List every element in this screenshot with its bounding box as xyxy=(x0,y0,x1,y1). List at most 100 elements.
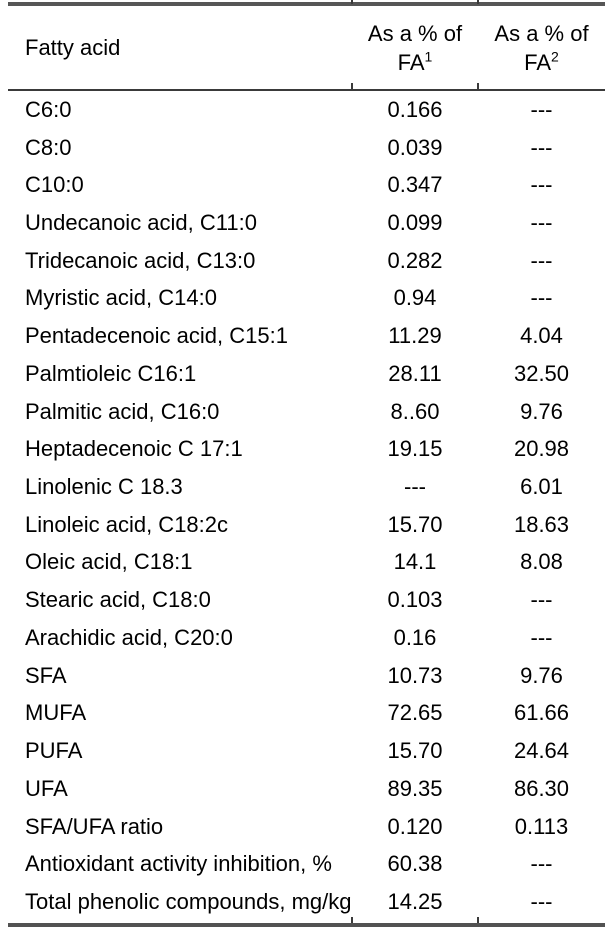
fa2-percent-cell: 8.08 xyxy=(520,549,563,575)
fatty-acid-name-cell: Tridecanoic acid, C13:0 xyxy=(25,247,256,273)
fa2-percent-cell: 20.98 xyxy=(513,436,570,462)
fa2-percent-cell: --- xyxy=(530,172,553,198)
table-row: SFA 10.73 9.76 xyxy=(8,657,605,695)
fa1-percent-cell: 0.282 xyxy=(387,247,443,273)
table-row: MUFA 72.65 61.66 xyxy=(8,695,605,733)
fa2-percent-cell: --- xyxy=(530,96,553,122)
table-row: Antioxidant activity inhibition, % 60.38 -… xyxy=(8,845,605,883)
fa1-percent-cell: 11.29 xyxy=(388,323,442,349)
column-tick xyxy=(351,83,353,89)
table-top-rule xyxy=(8,2,605,6)
fatty-acid-name-cell: Total phenolic compounds, mg/kg xyxy=(25,888,352,914)
table-bottom-rule xyxy=(8,923,605,927)
fa1-percent-cell: 0.099 xyxy=(387,210,443,236)
fa2-percent-cell: 18.63 xyxy=(513,511,570,537)
table-row: SFA/UFA ratio 0.120 0.113 xyxy=(8,808,605,846)
table-row: Stearic acid, C18:0 0.103 --- xyxy=(8,581,605,619)
fatty-acid-table: Fatty acid As a % of FA1 As a % of FA2 C… xyxy=(8,6,605,921)
table-row: Oleic acid, C18:1 14.1 8.08 xyxy=(8,544,605,582)
fa1-percent-cell: 19.15 xyxy=(387,436,443,462)
fa2-percent-cell: 32.50 xyxy=(513,360,570,386)
fa1-percent-cell: 8..60 xyxy=(390,398,440,424)
fatty-acid-name-cell: PUFA xyxy=(25,738,83,764)
table-header-row: Fatty acid As a % of FA1 As a % of FA2 xyxy=(8,6,605,89)
fatty-acid-name-cell: C6:0 xyxy=(25,96,72,122)
fatty-acid-name-cell: Oleic acid, C18:1 xyxy=(25,549,193,575)
table-row: Palmtioleic C16:1 28.11 32.50 xyxy=(8,355,605,393)
fa1-percent-cell: 0.166 xyxy=(387,96,443,122)
table-row: C10:0 0.347 --- xyxy=(8,166,605,204)
table-row: Tridecanoic acid, C13:0 0.282 --- xyxy=(8,242,605,280)
fa2-percent-cell: 24.64 xyxy=(513,738,570,764)
table-row: Arachidic acid, C20:0 0.16 --- xyxy=(8,619,605,657)
table-row: C6:0 0.166 --- xyxy=(8,91,605,129)
table-body: C6:0 0.166 --- C8:0 0.039 --- C10:0 0.347 --- Und… xyxy=(8,91,605,921)
fatty-acid-name-cell: Myristic acid, C14:0 xyxy=(25,285,217,311)
fa2-percent-cell: 86.30 xyxy=(513,775,570,801)
header-fa2-percent: As a % of FA2 xyxy=(478,19,605,77)
fatty-acid-name-cell: Linoleic acid, C18:2c xyxy=(25,511,229,537)
fa2-percent-cell: --- xyxy=(530,851,553,877)
fa1-percent-cell: 15.70 xyxy=(387,511,443,537)
fatty-acid-name-cell: Heptadecenoic C 17:1 xyxy=(25,436,243,462)
header-fa1-percent: As a % of FA1 xyxy=(352,19,478,77)
table-row: UFA 89.35 86.30 xyxy=(8,770,605,808)
table-row: Linoleic acid, C18:2c 15.70 18.63 xyxy=(8,506,605,544)
fa2-percent-cell: 4.04 xyxy=(520,323,563,349)
fa2-percent-cell: 9.76 xyxy=(520,398,563,424)
table-row: C8:0 0.039 --- xyxy=(8,129,605,167)
fa2-percent-cell: 9.76 xyxy=(520,662,563,688)
fatty-acid-name-cell: SFA/UFA ratio xyxy=(25,813,164,839)
table-row: Total phenolic compounds, mg/kg 14.25 --- xyxy=(8,883,605,921)
fa2-percent-cell: --- xyxy=(530,888,553,914)
fa1-percent-cell: 0.94 xyxy=(393,285,437,311)
fatty-acid-name-cell: C8:0 xyxy=(25,134,72,160)
header-fa1-superscript: 1 xyxy=(424,48,433,65)
fa1-percent-cell: 28.11 xyxy=(388,360,442,386)
fatty-acid-name-cell: C10:0 xyxy=(25,172,84,198)
header-fa1-line1: As a % of xyxy=(367,20,463,46)
fa1-percent-cell: 72.65 xyxy=(387,700,443,726)
fatty-acid-name-cell: Palmitic acid, C16:0 xyxy=(25,398,220,424)
fatty-acid-name-cell: Stearic acid, C18:0 xyxy=(25,587,211,613)
header-fa1-base: FA xyxy=(397,49,425,75)
fa2-percent-cell: --- xyxy=(530,134,553,160)
fa1-percent-cell: 0.120 xyxy=(387,813,443,839)
fatty-acid-name-cell: Undecanoic acid, C11:0 xyxy=(25,210,257,236)
fatty-acid-name-cell: Antioxidant activity inhibition, % xyxy=(25,851,332,877)
fa2-percent-cell: --- xyxy=(530,210,553,236)
fa1-percent-cell: 14.25 xyxy=(387,888,443,914)
fatty-acid-name-cell: Pentadecenoic acid, C15:1 xyxy=(25,323,288,349)
fa1-percent-cell: 14.1 xyxy=(393,549,437,575)
header-fa2-superscript: 2 xyxy=(551,48,559,65)
fa1-percent-cell: --- xyxy=(404,474,426,500)
fa1-percent-cell: 0.103 xyxy=(387,587,443,613)
table-row: Myristic acid, C14:0 0.94 --- xyxy=(8,280,605,318)
fa2-percent-cell: --- xyxy=(530,587,553,613)
column-tick xyxy=(477,0,479,4)
fa1-percent-cell: 0.347 xyxy=(387,172,443,198)
fatty-acid-name-cell: UFA xyxy=(25,775,68,801)
header-fa2-line1: As a % of xyxy=(494,20,589,46)
fa1-percent-cell: 89.35 xyxy=(387,775,443,801)
fa2-percent-cell: --- xyxy=(530,247,553,273)
fa1-percent-cell: 60.38 xyxy=(387,851,443,877)
table-row: PUFA 15.70 24.64 xyxy=(8,732,605,770)
fa1-percent-cell: 0.039 xyxy=(387,134,443,160)
fa1-percent-cell: 0.16 xyxy=(393,624,437,650)
fa2-percent-cell: --- xyxy=(530,285,553,311)
table-row: Heptadecenoic C 17:1 19.15 20.98 xyxy=(8,430,605,468)
fa1-percent-cell: 10.73 xyxy=(387,662,443,688)
table-header-rule xyxy=(8,89,605,91)
table-row: Linolenic C 18.3 --- 6.01 xyxy=(8,468,605,506)
column-tick xyxy=(351,0,353,4)
fa1-percent-cell: 15.70 xyxy=(387,738,443,764)
table-row: Palmitic acid, C16:0 8..60 9.76 xyxy=(8,393,605,431)
table-row: Undecanoic acid, C11:0 0.099 --- xyxy=(8,204,605,242)
table-row: Pentadecenoic acid, C15:1 11.29 4.04 xyxy=(8,317,605,355)
header-fa2-base: FA xyxy=(524,49,552,75)
fa2-percent-cell: --- xyxy=(530,624,553,650)
fa2-percent-cell: 61.66 xyxy=(513,700,570,726)
fatty-acid-name-cell: Palmtioleic C16:1 xyxy=(25,360,197,386)
